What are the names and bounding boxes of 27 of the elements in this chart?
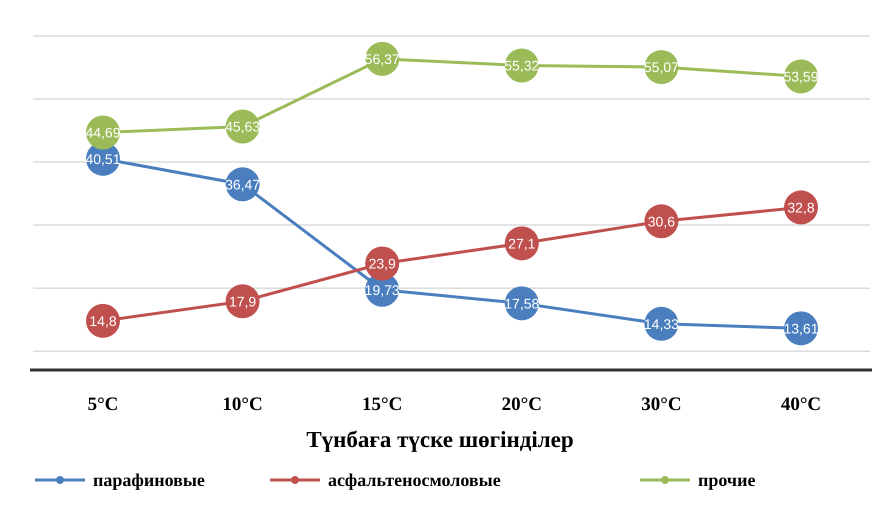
data-label: 27,1 bbox=[508, 235, 536, 252]
x-tick-label: 30°C bbox=[641, 394, 682, 415]
data-label: 19,73 bbox=[364, 282, 400, 298]
x-tick-label: 15°C bbox=[362, 394, 402, 415]
data-label: 23,9 bbox=[368, 256, 396, 272]
data-label: 53,59 bbox=[783, 68, 819, 84]
x-tick-label: 40°C bbox=[780, 394, 822, 415]
data-label: 36,47 bbox=[225, 176, 260, 192]
data-label: 32,8 bbox=[787, 199, 815, 216]
legend-label: асфальтеносмоловые bbox=[328, 470, 501, 490]
x-tick-label: 5°C bbox=[88, 394, 118, 415]
data-label: 17,58 bbox=[504, 295, 540, 312]
x-axis-title: Түнбаға түске шөгінділер bbox=[306, 427, 574, 452]
data-label: 55,32 bbox=[504, 57, 540, 74]
legend-label: прочие bbox=[698, 470, 756, 490]
data-label: 13,61 bbox=[783, 320, 819, 336]
data-label: 44,69 bbox=[85, 124, 121, 140]
data-label: 14,33 bbox=[644, 316, 680, 332]
data-label: 45,63 bbox=[225, 118, 260, 135]
x-tick-label: 20°C bbox=[502, 394, 542, 415]
data-label: 30,6 bbox=[648, 213, 676, 230]
data-label: 17,9 bbox=[228, 293, 256, 310]
x-tick-label: 10°C bbox=[222, 394, 263, 415]
data-label: 14,8 bbox=[89, 312, 117, 329]
legend-label: парафиновые bbox=[93, 470, 205, 490]
data-label: 55,07 bbox=[644, 59, 680, 76]
data-label: 56,37 bbox=[364, 50, 400, 67]
